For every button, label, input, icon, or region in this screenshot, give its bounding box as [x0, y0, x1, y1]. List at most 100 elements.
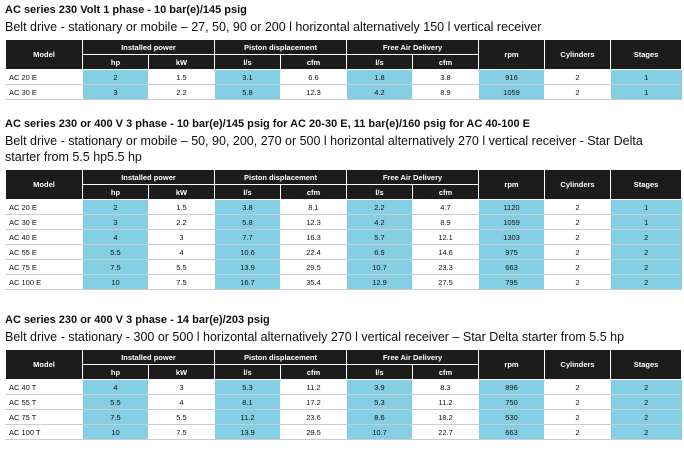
column-header: Piston displacement: [214, 39, 348, 55]
column-header: Cylinders: [544, 39, 612, 70]
data-row: AC 75 E 7.5 5.5 13.9 29.5 10.7 23.3 663 2 2: [5, 259, 682, 275]
value-cell: 3.8: [214, 199, 281, 215]
value-cell: 1303: [478, 229, 545, 245]
value-cell: 11.2: [280, 379, 347, 395]
column-subheader: hp: [82, 54, 149, 70]
value-cell: 4.2: [346, 214, 413, 230]
subheader-row: hp kW l/s cfm l/s cfm: [6, 54, 682, 70]
column-subheader: l/s: [346, 364, 414, 380]
section-subtitle: Belt drive - stationary or mobile – 50, …: [5, 134, 643, 164]
model-cell: AC 75 T: [5, 409, 83, 425]
value-cell: 4: [82, 379, 149, 395]
value-cell: 530: [478, 409, 545, 425]
value-cell: 916: [478, 69, 545, 85]
model-cell: AC 40 T: [5, 379, 83, 395]
value-cell: 23.3: [412, 259, 479, 275]
section-title: AC series 230 or 400 V 3 phase - 10 bar(…: [5, 118, 530, 130]
value-cell: 16.3: [280, 229, 347, 245]
value-cell: 22.4: [280, 244, 347, 260]
spec-table: Model Installed power Piston displacement F…: [5, 169, 683, 290]
column-subheader: cfm: [280, 364, 348, 380]
value-cell: 896: [478, 379, 545, 395]
value-cell: 10: [82, 274, 149, 290]
model-cell: AC 100 T: [5, 424, 83, 440]
value-cell: 2.2: [346, 199, 413, 215]
model-cell: AC 30 E: [5, 214, 83, 230]
value-cell: 3.8: [412, 69, 479, 85]
value-cell: 10: [82, 424, 149, 440]
column-header: Installed power: [81, 349, 216, 365]
column-subheader: l/s: [214, 184, 282, 200]
section-subtitle: Belt drive - stationary or mobile – 27, …: [5, 20, 542, 34]
value-cell: 5.3: [214, 379, 281, 395]
section: AC series 230 Volt 1 phase - 10 bar(e)/1…: [5, 4, 683, 100]
value-cell: 1120: [478, 199, 545, 215]
value-cell: 663: [478, 259, 545, 275]
column-header: Installed power: [81, 39, 216, 55]
value-cell: 1059: [478, 214, 545, 230]
column-subheader: hp: [82, 184, 149, 200]
value-cell: 11.2: [214, 409, 281, 425]
value-cell: 2: [544, 199, 611, 215]
value-cell: 11.2: [412, 394, 479, 410]
value-cell: 23.6: [280, 409, 347, 425]
data-row: AC 75 T 7.5 5.5 11.2 23.6 8.6 18.2 530 2 2: [5, 409, 682, 425]
value-cell: 663: [478, 424, 545, 440]
value-cell: 2: [610, 259, 682, 275]
column-header: Cylinders: [544, 349, 612, 380]
value-cell: 2: [544, 259, 611, 275]
value-cell: 29.5: [280, 259, 347, 275]
value-cell: 3.1: [214, 69, 281, 85]
data-row: AC 30 E 3 2.2 5.8 12.3 4.2 8.9 1059 2 1: [5, 214, 682, 230]
value-cell: 3: [147, 379, 215, 395]
column-subheader: cfm: [280, 184, 348, 200]
value-cell: 2: [82, 199, 149, 215]
value-cell: 750: [478, 394, 545, 410]
value-cell: 5.8: [214, 214, 281, 230]
value-cell: 3: [147, 229, 215, 245]
data-row: AC 30 E 3 2.2 5.8 12.3 4.2 8.9 1059 2 1: [5, 84, 682, 100]
value-cell: 2: [610, 379, 682, 395]
value-cell: 4: [82, 229, 149, 245]
value-cell: 12.9: [346, 274, 413, 290]
column-header: Free Air Delivery: [346, 39, 480, 55]
value-cell: 5.5: [147, 409, 215, 425]
column-header: Piston displacement: [214, 169, 348, 185]
value-cell: 7.5: [82, 259, 149, 275]
value-cell: 8.3: [412, 379, 479, 395]
value-cell: 8.1: [280, 199, 347, 215]
value-cell: 4.7: [412, 199, 479, 215]
column-subheader: cfm: [280, 54, 348, 70]
value-cell: 29.5: [280, 424, 347, 440]
value-cell: 795: [478, 274, 545, 290]
data-row: AC 20 E 2 1.5 3.1 6.6 1.8 3.8 916 2 1: [5, 69, 682, 85]
column-header: Stages: [610, 349, 683, 380]
header-row: Model Installed power Piston displacement F…: [5, 349, 683, 380]
column-subheader: kW: [147, 364, 216, 380]
value-cell: 7.5: [147, 424, 215, 440]
value-cell: 16.7: [214, 274, 281, 290]
value-cell: 5.3: [346, 394, 413, 410]
value-cell: 975: [478, 244, 545, 260]
value-cell: 22.7: [412, 424, 479, 440]
column-header: Model: [5, 39, 83, 70]
column-subheader: cfm: [412, 364, 480, 380]
value-cell: 2: [610, 424, 682, 440]
value-cell: 13.9: [214, 424, 281, 440]
subheader-row: hp kW l/s cfm l/s cfm: [6, 364, 682, 380]
value-cell: 2: [544, 394, 611, 410]
section-subtitle: Belt drive - stationary - 300 or 500 l h…: [5, 330, 625, 344]
value-cell: 8.6: [346, 409, 413, 425]
value-cell: 18.2: [412, 409, 479, 425]
column-subheader: l/s: [214, 54, 282, 70]
value-cell: 1: [610, 84, 682, 100]
value-cell: 2.2: [147, 84, 215, 100]
column-subheader: hp: [82, 364, 149, 380]
value-cell: 27.5: [412, 274, 479, 290]
value-cell: 4.2: [346, 84, 413, 100]
value-cell: 5.5: [82, 394, 149, 410]
value-cell: 8.9: [412, 214, 479, 230]
value-cell: 4: [147, 394, 215, 410]
value-cell: 13.9: [214, 259, 281, 275]
